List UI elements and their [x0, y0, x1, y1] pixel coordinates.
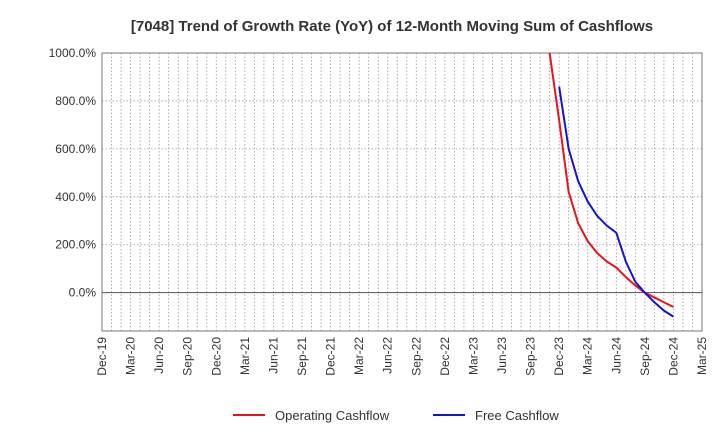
x-axis-ticks: Dec-19 Mar-20 Jun-20 Sep-20 Dec-20 Mar-21 Jun-…	[95, 337, 709, 376]
x-tick-label: Mar-20	[124, 337, 138, 375]
x-tick-label: Sep-22	[409, 337, 423, 376]
x-tick-label: Jun-20	[152, 337, 166, 374]
y-tick-label: 800.0%	[55, 94, 96, 108]
x-tick-label: Dec-21	[324, 337, 338, 376]
grid	[102, 52, 702, 331]
y-tick-label: 1000.0%	[49, 46, 97, 60]
legend: Operating Cashflow Free Cashflow	[233, 408, 559, 423]
x-tick-label: Sep-24	[638, 337, 652, 376]
series-line-free-cashflow	[558, 86, 674, 318]
x-tick-label: Dec-23	[552, 337, 566, 376]
chart-title: [7048] Trend of Growth Rate (YoY) of 12-…	[131, 18, 653, 35]
x-tick-label: Sep-21	[295, 337, 309, 376]
series-line-operating-cashflow	[548, 53, 674, 308]
series-group	[548, 53, 674, 318]
x-tick-label: Mar-23	[466, 337, 480, 375]
legend-label: Free Cashflow	[475, 408, 559, 423]
y-tick-label: 600.0%	[55, 142, 96, 156]
x-tick-label: Sep-23	[524, 337, 538, 376]
y-tick-label: 0.0%	[69, 286, 97, 300]
x-tick-label: Jun-21	[266, 337, 280, 374]
x-tick-label: Jun-22	[381, 337, 395, 374]
x-tick-label: Dec-20	[209, 337, 223, 376]
y-axis-ticks: 0.0% 200.0% 400.0% 600.0% 800.0% 1000.0%	[49, 46, 97, 300]
plot-frame	[101, 52, 703, 332]
x-tick-label: Sep-20	[181, 337, 195, 376]
x-tick-label: Mar-25	[695, 337, 709, 375]
x-tick-label: Dec-24	[666, 337, 680, 376]
y-tick-label: 200.0%	[55, 238, 96, 252]
x-tick-label: Dec-22	[438, 337, 452, 376]
x-tick-label: Mar-21	[238, 337, 252, 375]
x-tick-label: Jun-24	[609, 337, 623, 374]
x-tick-label: Mar-22	[352, 337, 366, 375]
x-tick-label: Dec-19	[95, 337, 109, 376]
legend-label: Operating Cashflow	[275, 408, 390, 423]
x-tick-label: Mar-24	[581, 337, 595, 375]
y-tick-label: 400.0%	[55, 190, 96, 204]
x-tick-label: Jun-23	[495, 337, 509, 374]
